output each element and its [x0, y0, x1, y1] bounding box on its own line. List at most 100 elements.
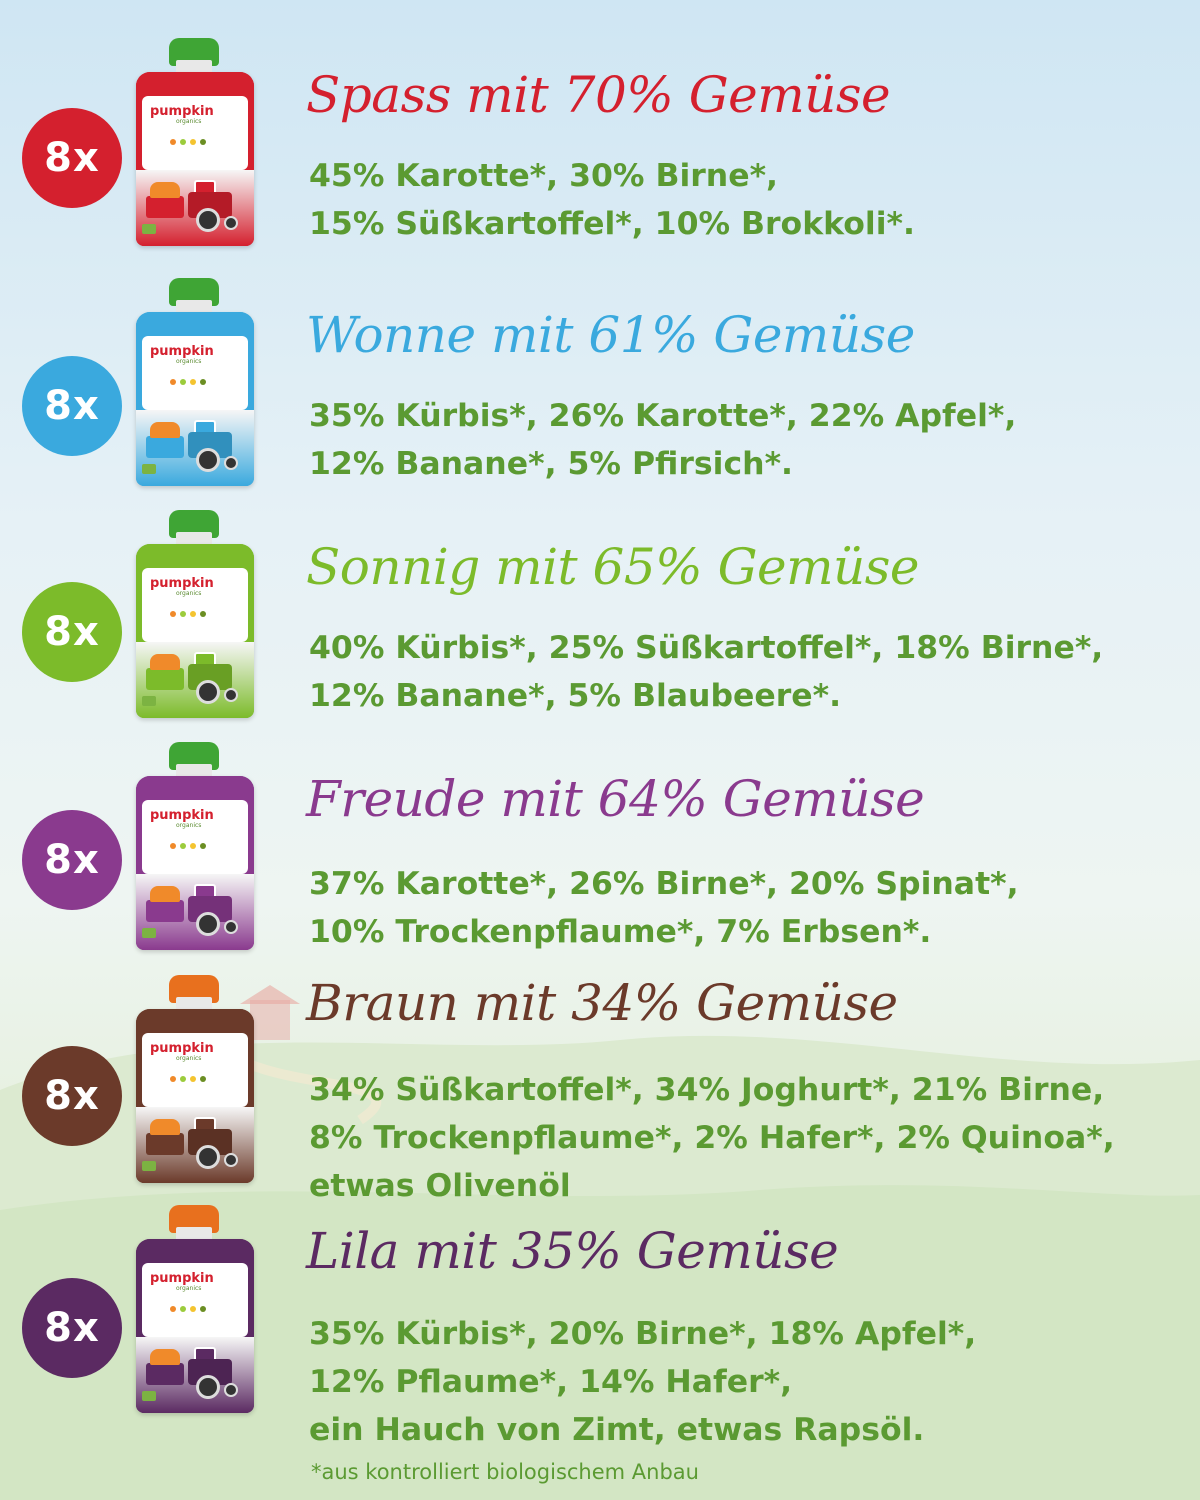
- pouch-band: [136, 72, 254, 98]
- product-pouch-image: pumpkin organics: [136, 278, 254, 488]
- ingredient-line: 40% Kürbis*, 25% Süßkartoffel*, 18% Birn…: [309, 630, 1104, 666]
- tractor-cart: [146, 668, 184, 690]
- product-ingredients: 37% Karotte*, 26% Birne*, 20% Spinat*, 10…: [309, 860, 1019, 956]
- ingredient-line: etwas Olivenöl: [309, 1168, 571, 1204]
- tractor-wheel-small: [224, 456, 238, 470]
- pouch-tractor-scene: [136, 874, 254, 950]
- pouch-tractor-scene: [136, 410, 254, 486]
- pouch-brand-logo: pumpkin: [150, 808, 214, 823]
- quantity-badge: 8x: [22, 582, 122, 682]
- ingredient-line: 35% Kürbis*, 26% Karotte*, 22% Apfel*,: [309, 398, 1017, 434]
- tractor-cart: [146, 900, 184, 922]
- pouch-band: [136, 1009, 254, 1035]
- tractor-wheel-big: [196, 208, 220, 232]
- quantity-badge: 8x: [22, 1278, 122, 1378]
- product-title: Braun mit 34% Gemüse: [306, 974, 898, 1032]
- product-pouch-image: pumpkin organics: [136, 1205, 254, 1415]
- pouch-body: pumpkin organics: [136, 776, 254, 950]
- pouch-brand-sub: organics: [176, 1285, 202, 1292]
- pouch-fruit-icons: [170, 1067, 220, 1082]
- pouch-tractor-scene: [136, 170, 254, 246]
- pouch-brand-logo: pumpkin: [150, 104, 214, 119]
- quantity-badge: 8x: [22, 1046, 122, 1146]
- pouch-brand-logo: pumpkin: [150, 1041, 214, 1056]
- pouch-band: [136, 312, 254, 338]
- pouch-band: [136, 776, 254, 802]
- vegetable-pile: [150, 1349, 180, 1365]
- vegetable-pile: [150, 182, 180, 198]
- ingredient-line: ein Hauch von Zimt, etwas Rapsöl.: [309, 1412, 925, 1448]
- product-title: Lila mit 35% Gemüse: [306, 1222, 839, 1280]
- ingredient-line: 12% Banane*, 5% Blaubeere*.: [309, 678, 842, 714]
- pouch-label-area: [142, 800, 248, 874]
- pouch-fruit-icons: [170, 834, 220, 849]
- organic-footnote: *aus kontrolliert biologischem Anbau: [311, 1460, 699, 1484]
- pouch-body: pumpkin organics: [136, 72, 254, 246]
- quantity-badge: 8x: [22, 108, 122, 208]
- pouch-brand-sub: organics: [176, 590, 202, 597]
- tractor-wheel-big: [196, 1375, 220, 1399]
- pouch-tractor-scene: [136, 1107, 254, 1183]
- pouch-fruit-icons: [170, 602, 220, 617]
- product-ingredients: 45% Karotte*, 30% Birne*, 15% Süßkartoffe…: [309, 152, 915, 248]
- pouch-label-area: [142, 1033, 248, 1107]
- pouch-body: pumpkin organics: [136, 1009, 254, 1183]
- ingredient-line: 8% Trockenpflaume*, 2% Hafer*, 2% Quinoa…: [309, 1120, 1115, 1156]
- ingredient-line: 34% Süßkartoffel*, 34% Joghurt*, 21% Bir…: [309, 1072, 1105, 1108]
- tractor-wheel-big: [196, 680, 220, 704]
- ingredient-line: 45% Karotte*, 30% Birne*,: [309, 158, 779, 194]
- tractor-wheel-big: [196, 912, 220, 936]
- ingredient-line: 12% Banane*, 5% Pfirsich*.: [309, 446, 794, 482]
- pouch-tractor-scene: [136, 1337, 254, 1413]
- pouch-label-area: [142, 336, 248, 410]
- tractor-cart: [146, 1133, 184, 1155]
- tractor-wheel-small: [224, 920, 238, 934]
- pouch-body: pumpkin organics: [136, 1239, 254, 1413]
- pouch-band: [136, 544, 254, 570]
- pouch-label-area: [142, 1263, 248, 1337]
- product-pouch-image: pumpkin organics: [136, 742, 254, 952]
- product-ingredients: 40% Kürbis*, 25% Süßkartoffel*, 18% Birn…: [309, 624, 1103, 720]
- ingredient-line: 35% Kürbis*, 20% Birne*, 18% Apfel*,: [309, 1316, 977, 1352]
- tractor-cart: [146, 436, 184, 458]
- tractor-wheel-small: [224, 1153, 238, 1167]
- pouch-brand-sub: organics: [176, 822, 202, 829]
- vegetable-pile: [150, 1119, 180, 1135]
- pouch-brand-sub: organics: [176, 118, 202, 125]
- bio-seal-icon: [142, 696, 156, 706]
- ingredient-line: 15% Süßkartoffel*, 10% Brokkoli*.: [309, 206, 915, 242]
- quantity-badge: 8x: [22, 810, 122, 910]
- bio-seal-icon: [142, 464, 156, 474]
- tractor-cart: [146, 196, 184, 218]
- bio-seal-icon: [142, 1161, 156, 1171]
- product-ingredients: 34% Süßkartoffel*, 34% Joghurt*, 21% Bir…: [309, 1066, 1115, 1210]
- product-title: Sonnig mit 65% Gemüse: [306, 538, 919, 596]
- pouch-brand-logo: pumpkin: [150, 1271, 214, 1286]
- pouch-label-area: [142, 568, 248, 642]
- product-title: Spass mit 70% Gemüse: [306, 66, 891, 124]
- pouch-fruit-icons: [170, 370, 220, 385]
- bio-seal-icon: [142, 1391, 156, 1401]
- product-pouch-image: pumpkin organics: [136, 975, 254, 1185]
- vegetable-pile: [150, 654, 180, 670]
- tractor-wheel-small: [224, 1383, 238, 1397]
- product-title: Wonne mit 61% Gemüse: [306, 306, 915, 364]
- bio-seal-icon: [142, 928, 156, 938]
- tractor-wheel-big: [196, 1145, 220, 1169]
- pouch-fruit-icons: [170, 130, 220, 145]
- bio-seal-icon: [142, 224, 156, 234]
- product-pouch-image: pumpkin organics: [136, 38, 254, 248]
- pouch-fruit-icons: [170, 1297, 220, 1312]
- product-ingredients: 35% Kürbis*, 26% Karotte*, 22% Apfel*, 12…: [309, 392, 1016, 488]
- product-ingredients: 35% Kürbis*, 20% Birne*, 18% Apfel*, 12% …: [309, 1310, 976, 1454]
- ingredient-line: 12% Pflaume*, 14% Hafer*,: [309, 1364, 793, 1400]
- tractor-wheel-small: [224, 216, 238, 230]
- pouch-label-area: [142, 96, 248, 170]
- pouch-band: [136, 1239, 254, 1265]
- tractor-wheel-big: [196, 448, 220, 472]
- tractor-cart: [146, 1363, 184, 1385]
- pouch-tractor-scene: [136, 642, 254, 718]
- tractor-wheel-small: [224, 688, 238, 702]
- pouch-brand-sub: organics: [176, 1055, 202, 1062]
